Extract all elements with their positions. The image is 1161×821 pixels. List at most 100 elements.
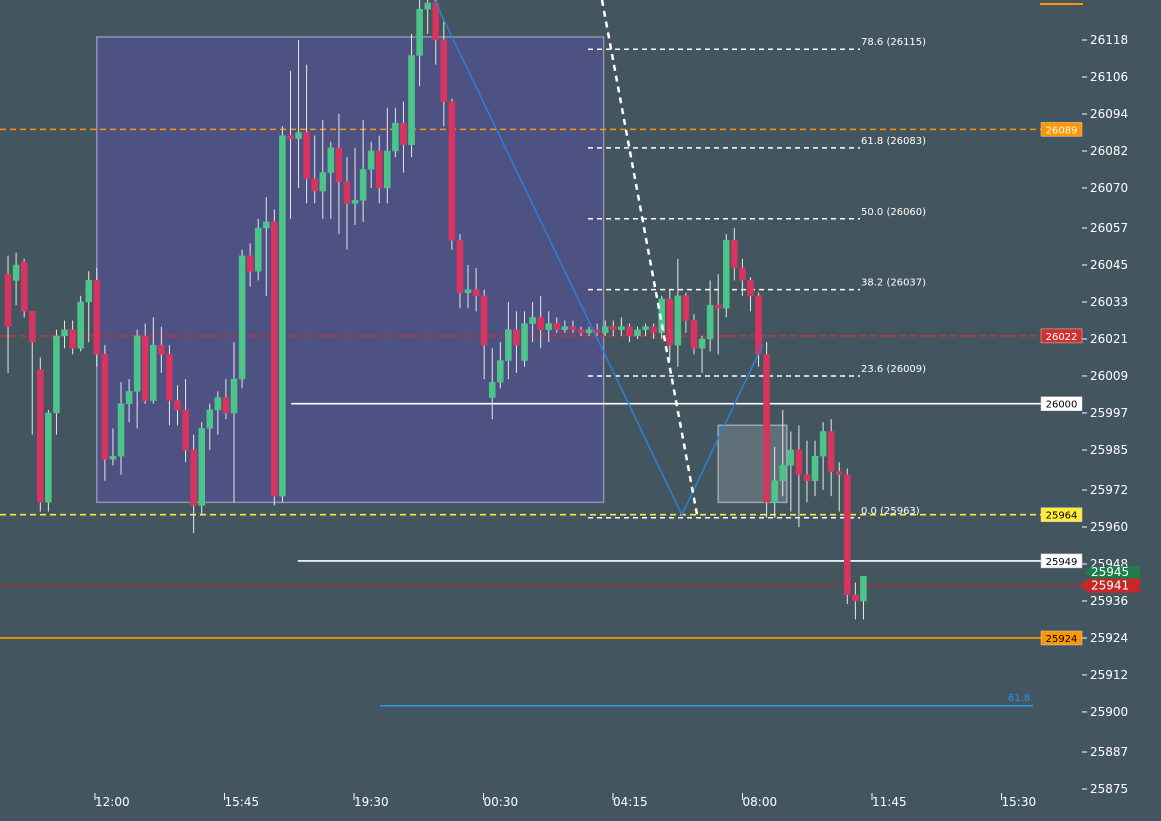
candle[interactable]: [4, 255, 12, 373]
candle[interactable]: [682, 292, 690, 333]
candle[interactable]: [28, 310, 36, 435]
candle[interactable]: [545, 311, 553, 343]
candle[interactable]: [650, 323, 657, 339]
price-level-tag[interactable]: 25949: [1040, 553, 1083, 569]
candle[interactable]: [464, 265, 472, 309]
current-price-tag[interactable]: 25941: [1079, 578, 1140, 593]
candle[interactable]: [642, 323, 649, 336]
candle[interactable]: [618, 317, 625, 336]
candle[interactable]: [440, 21, 448, 127]
candle[interactable]: [343, 157, 351, 250]
candle[interactable]: [739, 258, 746, 296]
candle[interactable]: [480, 289, 488, 380]
candle[interactable]: [359, 120, 367, 222]
price-level-tag[interactable]: 26089: [1040, 122, 1083, 137]
candle[interactable]: [706, 280, 714, 352]
candle[interactable]: [553, 317, 561, 333]
dashed-diagonal-line[interactable]: [600, 0, 699, 515]
candle[interactable]: [375, 135, 383, 204]
candle[interactable]: [238, 249, 246, 389]
candle[interactable]: [206, 403, 214, 450]
candle[interactable]: [626, 323, 633, 343]
candle[interactable]: [351, 147, 359, 225]
candle[interactable]: [787, 431, 795, 512]
candle[interactable]: [254, 218, 262, 281]
candle[interactable]: [230, 342, 238, 503]
candle[interactable]: [803, 440, 811, 503]
candle[interactable]: [319, 120, 327, 219]
candle[interactable]: [141, 323, 149, 404]
candle[interactable]: [12, 252, 20, 306]
candle[interactable]: [222, 379, 230, 420]
candle[interactable]: [577, 326, 585, 336]
candle[interactable]: [456, 234, 464, 309]
candle[interactable]: [408, 33, 415, 158]
candle[interactable]: [53, 329, 60, 435]
candle[interactable]: [400, 101, 407, 173]
candle[interactable]: [585, 326, 593, 336]
candle[interactable]: [795, 425, 803, 528]
candle[interactable]: [698, 335, 706, 373]
candle[interactable]: [311, 135, 318, 204]
candle[interactable]: [61, 320, 68, 349]
candle[interactable]: [722, 234, 730, 318]
candle[interactable]: [295, 40, 302, 188]
price-level-tag[interactable]: 26000: [1040, 396, 1083, 411]
candle[interactable]: [674, 258, 682, 367]
candle[interactable]: [747, 277, 754, 312]
candle[interactable]: [327, 141, 335, 219]
current-price-marker-green[interactable]: 25945: [1084, 565, 1140, 579]
candle[interactable]: [666, 289, 674, 361]
candle[interactable]: [634, 326, 641, 339]
candle[interactable]: [731, 228, 738, 281]
price-level-tag[interactable]: 25924: [1040, 630, 1083, 646]
range-box-large[interactable]: [96, 36, 605, 504]
candle[interactable]: [166, 345, 173, 426]
candle[interactable]: [755, 292, 762, 367]
price-level-tag[interactable]: 26022: [1040, 328, 1083, 344]
candle[interactable]: [771, 446, 778, 518]
candle[interactable]: [335, 113, 343, 235]
candle[interactable]: [279, 126, 286, 503]
candle[interactable]: [367, 141, 375, 188]
candle[interactable]: [109, 428, 117, 466]
candle[interactable]: [852, 582, 859, 620]
candle[interactable]: [561, 320, 569, 333]
candle[interactable]: [150, 317, 157, 404]
candle[interactable]: [488, 348, 496, 420]
candle[interactable]: [182, 379, 189, 463]
candle[interactable]: [125, 379, 133, 423]
candle[interactable]: [763, 342, 770, 518]
candle[interactable]: [45, 409, 52, 512]
candle[interactable]: [690, 314, 698, 355]
candle[interactable]: [190, 434, 197, 534]
candle[interactable]: [271, 209, 278, 506]
candle[interactable]: [214, 391, 222, 435]
candle[interactable]: [569, 320, 577, 333]
candle[interactable]: [262, 197, 270, 296]
candle[interactable]: [779, 409, 787, 497]
candle[interactable]: [844, 468, 851, 605]
candle[interactable]: [85, 271, 93, 343]
price-level-tag[interactable]: 25964: [1040, 507, 1083, 522]
candle[interactable]: [69, 320, 76, 355]
candle[interactable]: [246, 243, 254, 287]
candle[interactable]: [384, 107, 391, 204]
candle[interactable]: [513, 311, 520, 373]
candle[interactable]: [521, 311, 528, 367]
candle[interactable]: [610, 320, 617, 336]
candle[interactable]: [101, 345, 109, 481]
candle[interactable]: [198, 422, 205, 515]
candle[interactable]: [303, 64, 310, 204]
candle[interactable]: [424, 0, 431, 34]
candle[interactable]: [811, 440, 819, 497]
candle[interactable]: [448, 98, 456, 250]
candle[interactable]: [537, 295, 544, 349]
candle[interactable]: [835, 462, 843, 512]
candle[interactable]: [860, 576, 867, 620]
candle[interactable]: [472, 268, 480, 312]
candle[interactable]: [505, 301, 512, 380]
candle[interactable]: [714, 274, 722, 355]
